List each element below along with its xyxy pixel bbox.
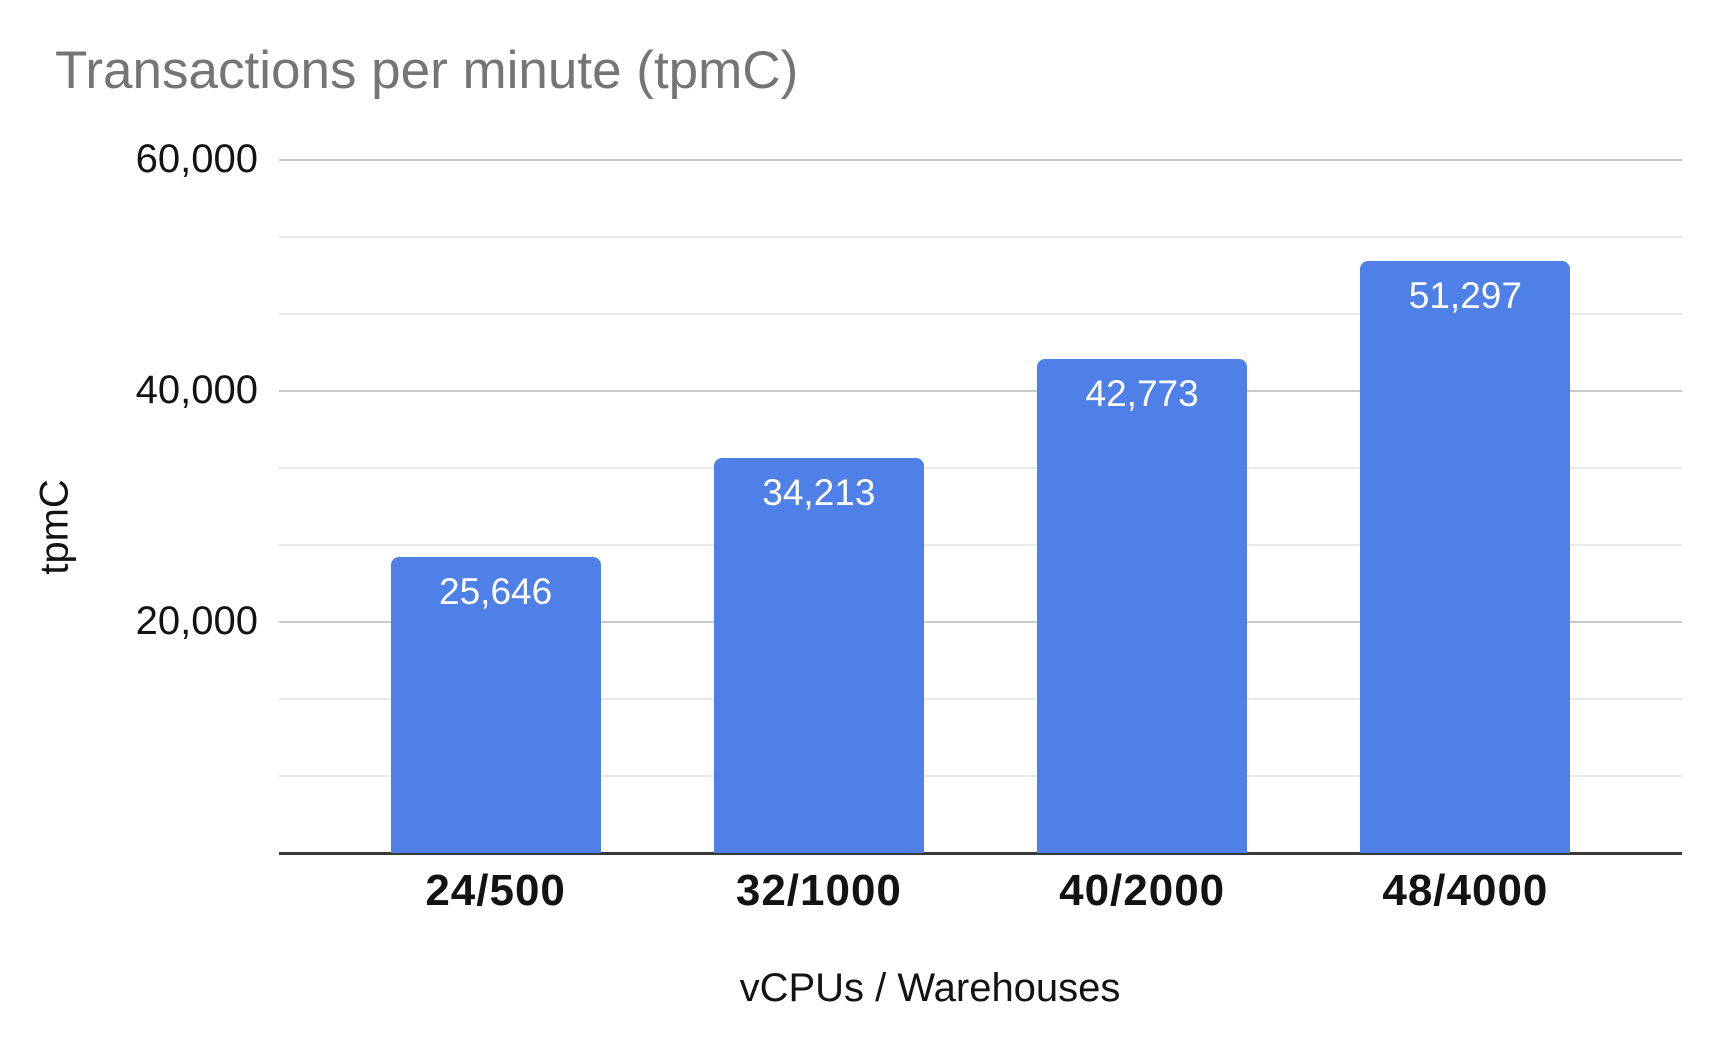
minor-gridline xyxy=(279,698,1682,700)
minor-gridline xyxy=(279,236,1682,238)
bar: 25,646 xyxy=(390,556,601,853)
y-axis-tick-label: 20,000 xyxy=(135,599,258,643)
bar: 34,213 xyxy=(713,457,924,853)
chart-title: Transactions per minute (tpmC) xyxy=(55,41,799,100)
minor-gridline xyxy=(279,467,1682,469)
major-gridline xyxy=(279,390,1682,392)
y-axis-tick-label: 40,000 xyxy=(135,368,258,412)
plot-area: 25,646 34,213 42,773 51,297 xyxy=(279,159,1682,855)
bar-value-label: 51,297 xyxy=(1408,274,1522,316)
major-gridline xyxy=(279,621,1682,623)
x-axis-category-label: 40/2000 xyxy=(1059,866,1226,915)
bar-value-label: 25,646 xyxy=(439,570,553,612)
y-axis-tick-label: 60,000 xyxy=(135,137,258,181)
minor-gridline xyxy=(279,313,1682,315)
major-gridline xyxy=(279,159,1682,161)
x-axis-category-label: 48/4000 xyxy=(1382,866,1549,915)
x-axis-line xyxy=(279,852,1682,855)
x-axis-title: vCPUs / Warehouses xyxy=(739,966,1121,1010)
minor-gridline xyxy=(279,775,1682,777)
x-axis-category-label: 32/1000 xyxy=(735,866,902,915)
x-axis-category-label: 24/500 xyxy=(425,866,566,915)
bar: 51,297 xyxy=(1360,260,1571,853)
bar-value-label: 34,213 xyxy=(762,471,876,513)
bar-value-label: 42,773 xyxy=(1085,372,1199,414)
bar: 42,773 xyxy=(1037,358,1248,853)
y-axis-title: tpmC xyxy=(32,479,77,575)
minor-gridline xyxy=(279,544,1682,546)
